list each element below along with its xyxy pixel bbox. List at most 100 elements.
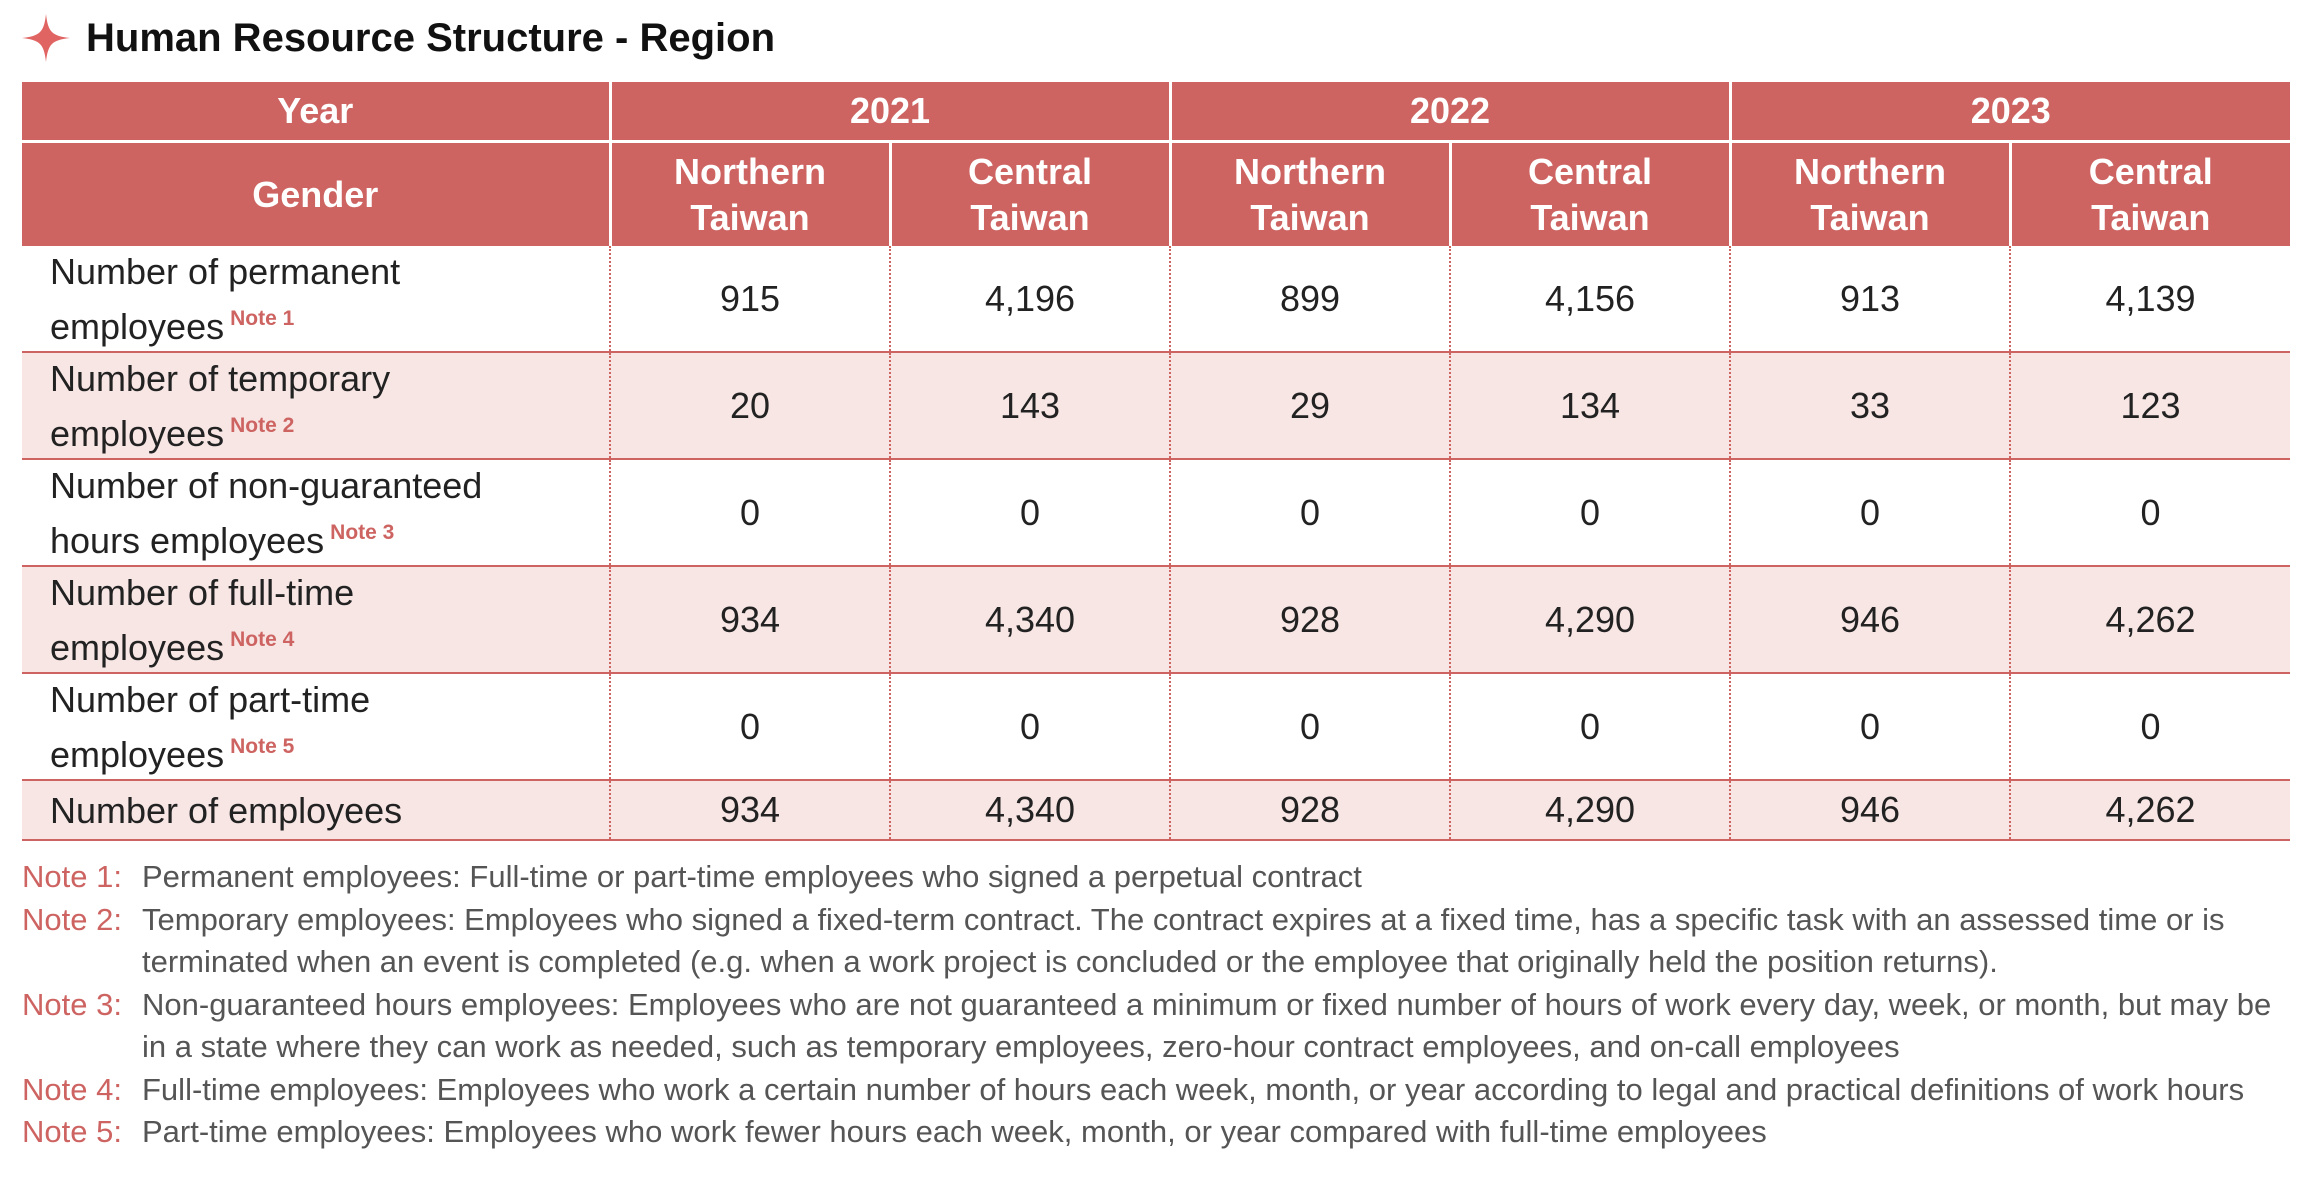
note-ref: Note 3: [330, 520, 395, 544]
row-label-line1: Number of part-time: [50, 678, 371, 720]
table-row-part-time: Number of part-time employees Note 5 0 0 0…: [22, 673, 2290, 781]
year-header-label: Year: [22, 82, 610, 143]
note-ref: Note 1: [230, 306, 295, 330]
year-header-2021: 2021: [608, 82, 1170, 143]
footnote-text: Non-guaranteed hours employees: Employee…: [142, 986, 2272, 1065]
footnote-5: Note 5: Part-time employees: Employees wh…: [22, 1111, 2290, 1154]
region-line2: Taiwan: [1250, 196, 1370, 238]
region-header-central: Central Taiwan: [888, 141, 1170, 246]
region-line2: Taiwan: [2091, 196, 2211, 238]
row-label-line2: employees: [50, 626, 225, 668]
table-cell: 29: [1169, 352, 1450, 460]
table-cell: 928: [1169, 566, 1450, 674]
region-line1: Northern: [1234, 150, 1386, 192]
table-cell: 0: [889, 673, 1170, 781]
region-header-row: Gender Northern Taiwan Central Taiwan Nort…: [22, 141, 2290, 246]
table-cell: 0: [1729, 459, 2010, 567]
footnote-label: Note 5:: [22, 1114, 122, 1149]
table-row-non-guaranteed: Number of non-guaranteed hours employees N…: [22, 459, 2290, 567]
region-header-central: Central Taiwan: [2008, 141, 2290, 246]
region-header-central: Central Taiwan: [1448, 141, 1730, 246]
year-header-2022: 2022: [1168, 82, 1730, 143]
table-cell: 946: [1729, 780, 2010, 841]
note-ref: Note 2: [230, 413, 295, 437]
row-label-line2: employees: [50, 733, 225, 775]
table-cell: 915: [609, 246, 890, 353]
table-cell: 0: [2009, 673, 2290, 781]
table-row-permanent: Number of permanent employees Note 1 915 4…: [22, 246, 2290, 353]
footnotes: Note 1: Permanent employees: Full-time or…: [22, 856, 2290, 1154]
row-label-line1: Number of non-guaranteed: [50, 464, 483, 506]
table-cell: 913: [1729, 246, 2010, 353]
table-cell: 4,340: [889, 566, 1170, 674]
footnote-text: Temporary employees: Employees who signe…: [142, 901, 2225, 980]
table-cell: 0: [609, 673, 890, 781]
table-cell: 123: [2009, 352, 2290, 460]
footnote-label: Note 1:: [22, 859, 122, 894]
footnote-text: Permanent employees: Full-time or part-t…: [142, 859, 1362, 894]
table-cell: 4,290: [1449, 566, 1730, 674]
table-cell: 33: [1729, 352, 2010, 460]
table-cell: 143: [889, 352, 1170, 460]
table-cell: 0: [1169, 459, 1450, 567]
row-label: Number of non-guaranteed hours employees N…: [22, 459, 610, 567]
region-line1: Central: [1527, 150, 1653, 192]
note-ref: Note 5: [230, 734, 295, 758]
table-cell: 946: [1729, 566, 2010, 674]
footnote-label: Note 4:: [22, 1071, 122, 1107]
region-line2: Taiwan: [1530, 196, 1650, 238]
title-row: Human Resource Structure - Region: [20, 8, 775, 68]
hr-structure-table: Year 2021 2022 2023 Gender Northern Taiwa…: [22, 82, 2290, 841]
page-title: Human Resource Structure - Region: [86, 15, 776, 60]
region-line1: Northern: [674, 150, 826, 192]
year-header-row: Year 2021 2022 2023: [22, 82, 2290, 143]
row-label: Number of temporary employees Note 2: [22, 352, 610, 460]
table-row-full-time: Number of full-time employees Note 4 934 4…: [22, 566, 2290, 674]
footnote-label: Note 2:: [22, 901, 122, 937]
footnote-text: Part-time employees: Employees who work …: [142, 1114, 1767, 1149]
table-cell: 928: [1169, 780, 1450, 841]
row-label-line2: employees: [50, 412, 225, 454]
gender-header-label: Gender: [22, 141, 610, 246]
row-label-line1: Number of permanent: [50, 250, 401, 292]
table-cell: 0: [609, 459, 890, 567]
row-label-line2: hours employees: [50, 519, 325, 561]
table-cell: 4,290: [1449, 780, 1730, 841]
table-cell: 4,196: [889, 246, 1170, 353]
footnote-text: Full-time employees: Employees who work …: [142, 1071, 2245, 1107]
year-header-2023: 2023: [1728, 82, 2290, 143]
region-line2: Taiwan: [690, 196, 810, 238]
table-cell: 20: [609, 352, 890, 460]
region-header-northern: Northern Taiwan: [1728, 141, 2010, 246]
row-label-line1: Number of full-time: [50, 571, 355, 613]
table-cell: 0: [1729, 673, 2010, 781]
region-line1: Northern: [1794, 150, 1946, 192]
table-row-total: Number of employees 934 4,340 928 4,290 …: [22, 780, 2290, 841]
table-cell: 4,340: [889, 780, 1170, 841]
table-cell: 0: [2009, 459, 2290, 567]
footnote-2: Note 2: Temporary employees: Employees wh…: [22, 899, 2290, 984]
row-label: Number of permanent employees Note 1: [22, 246, 610, 353]
table-cell: 4,156: [1449, 246, 1730, 353]
table-cell: 0: [1169, 673, 1450, 781]
row-label: Number of part-time employees Note 5: [22, 673, 610, 781]
table-row-temporary: Number of temporary employees Note 2 20 14…: [22, 352, 2290, 460]
table-cell: 134: [1449, 352, 1730, 460]
row-label-line2: employees: [50, 305, 225, 347]
row-label: Number of full-time employees Note 4: [22, 566, 610, 674]
footnote-4: Note 4: Full-time employees: Employees wh…: [22, 1069, 2290, 1112]
footnote-3: Note 3: Non-guaranteed hours employees: E…: [22, 984, 2290, 1069]
table-cell: 899: [1169, 246, 1450, 353]
region-line2: Taiwan: [1810, 196, 1930, 238]
footnote-1: Note 1: Permanent employees: Full-time or…: [22, 856, 2290, 899]
footnote-label: Note 3:: [22, 986, 122, 1022]
region-header-northern: Northern Taiwan: [1168, 141, 1450, 246]
region-line1: Central: [2088, 150, 2213, 192]
table-cell: 4,139: [2009, 246, 2290, 353]
region-line2: Taiwan: [970, 196, 1090, 238]
table-cell: 4,262: [2009, 780, 2290, 841]
table-cell: 0: [889, 459, 1170, 567]
table-cell: 0: [1449, 673, 1730, 781]
table-cell: 934: [609, 780, 890, 841]
